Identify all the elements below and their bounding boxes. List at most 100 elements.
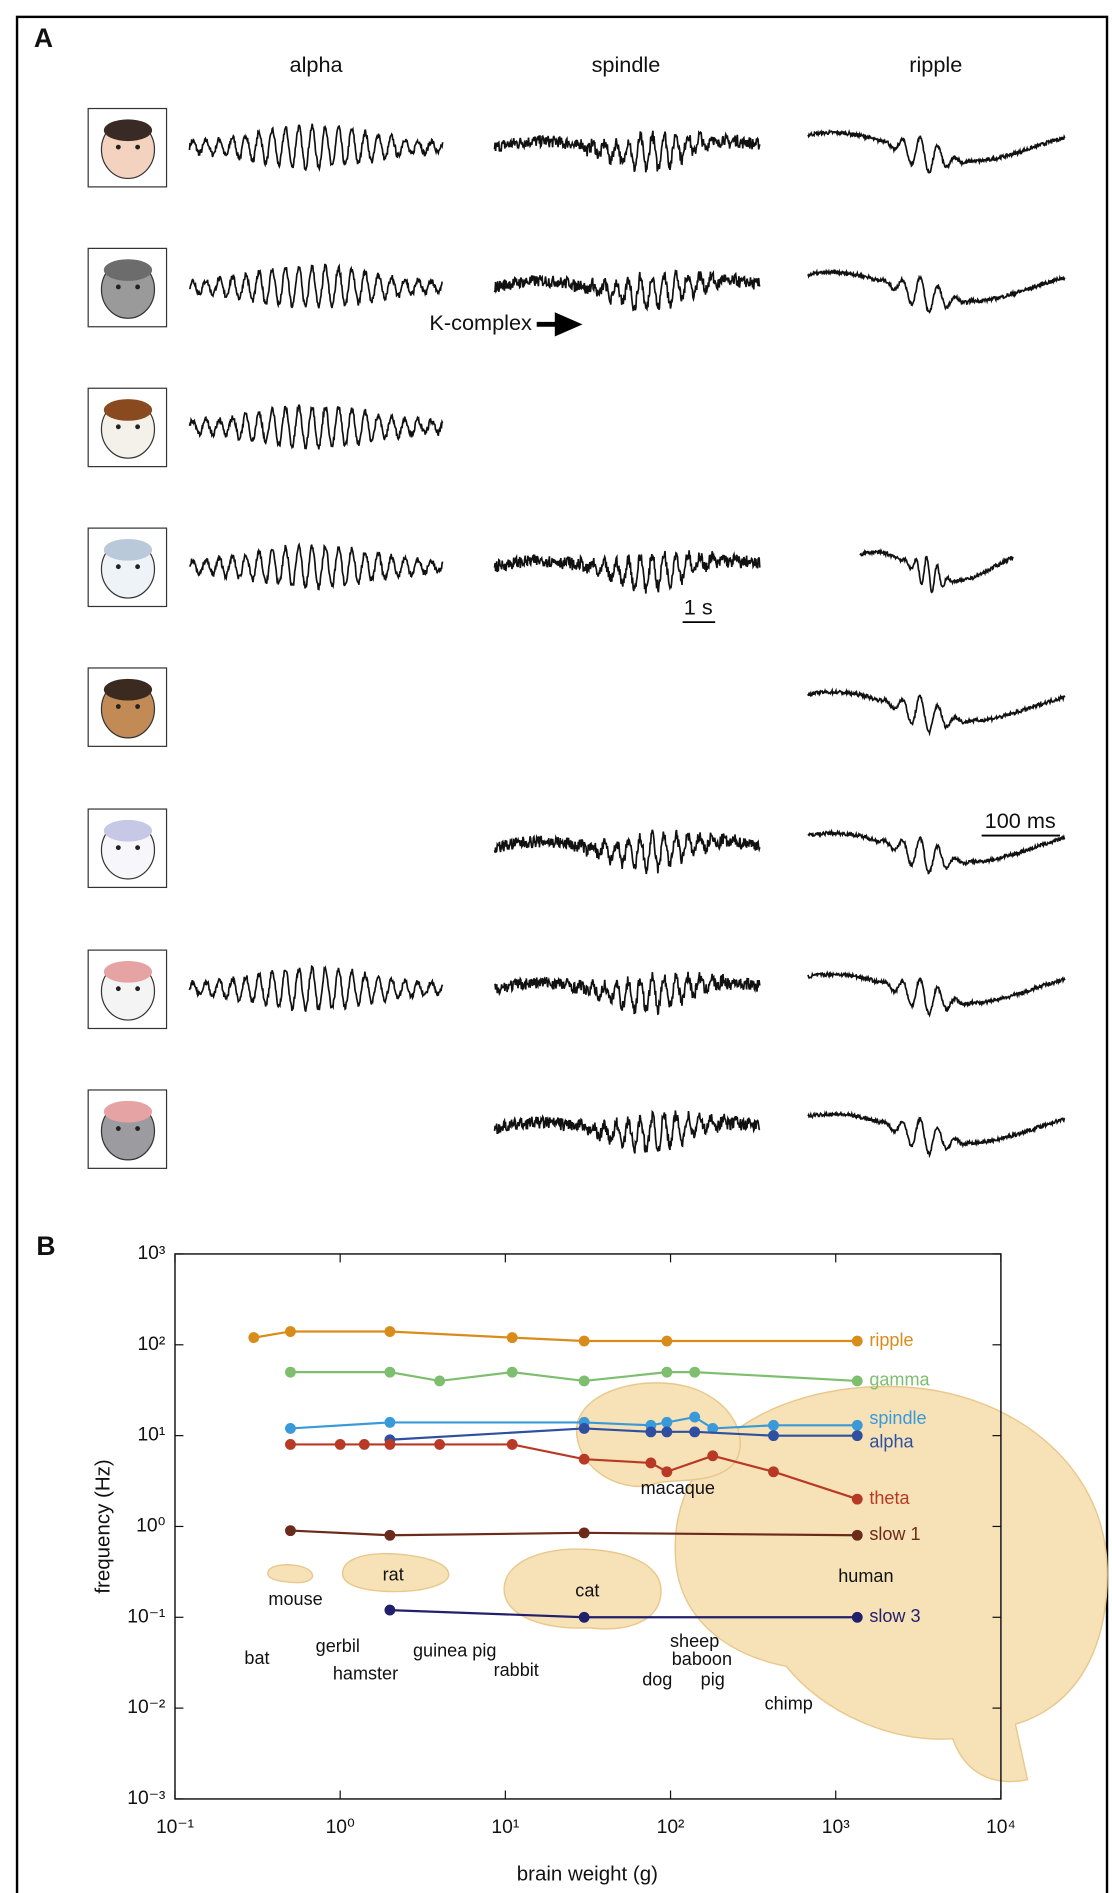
icon-eye xyxy=(135,845,140,850)
eeg-trace xyxy=(495,270,760,310)
data-point xyxy=(579,1336,590,1347)
eeg-trace xyxy=(495,131,760,172)
data-point xyxy=(852,1430,863,1441)
eeg-trace xyxy=(495,550,760,593)
eeg-trace xyxy=(808,690,1065,733)
series-label: slow 1 xyxy=(869,1524,920,1544)
annotation: hamster xyxy=(333,1664,398,1684)
icon-eye xyxy=(116,285,121,290)
figure: A alpha spindle ripple K-complex 1 s 100… xyxy=(0,0,1112,1893)
data-point xyxy=(507,1332,518,1343)
data-point xyxy=(852,1376,863,1387)
icon-eye xyxy=(135,564,140,569)
series-label: spindle xyxy=(869,1408,926,1428)
y-tick-label: 10⁻² xyxy=(127,1697,166,1718)
eeg-trace xyxy=(808,131,1065,173)
icon-detail xyxy=(104,259,152,281)
data-point xyxy=(768,1420,779,1431)
eeg-trace xyxy=(189,966,442,1011)
data-point xyxy=(689,1367,700,1378)
x-tick-label: 10³ xyxy=(822,1817,850,1838)
annotation: cat xyxy=(575,1580,599,1600)
icon-detail xyxy=(104,119,152,141)
scale-bar-label: 1 s xyxy=(684,595,713,620)
data-point xyxy=(645,1426,656,1437)
data-point xyxy=(285,1439,296,1450)
eeg-trace xyxy=(189,265,442,309)
eeg-trace xyxy=(495,1110,760,1153)
annotation: rabbit xyxy=(494,1660,539,1680)
eeg-trace xyxy=(189,545,442,590)
y-tick-label: 10⁰ xyxy=(136,1516,165,1537)
eeg-trace xyxy=(495,830,760,874)
eeg-trace xyxy=(189,405,442,449)
icon-eye xyxy=(135,986,140,991)
column-header: ripple xyxy=(909,52,962,77)
annotation: guinea pig xyxy=(413,1641,496,1661)
data-point xyxy=(384,1417,395,1428)
icon-eye xyxy=(116,145,121,150)
data-point xyxy=(661,1417,672,1428)
brain-macaque xyxy=(576,1383,740,1486)
data-point xyxy=(434,1376,445,1387)
data-point xyxy=(852,1420,863,1431)
annotation: rat xyxy=(383,1565,404,1585)
column-header: spindle xyxy=(592,52,661,77)
icon-eye xyxy=(135,704,140,709)
eeg-traces xyxy=(189,124,1064,1156)
icon-detail xyxy=(104,820,152,842)
data-point xyxy=(285,1326,296,1337)
y-tick-label: 10⁻³ xyxy=(127,1788,166,1809)
icon-eye xyxy=(116,845,121,850)
icon-eye xyxy=(135,1126,140,1131)
data-point xyxy=(579,1612,590,1623)
data-point xyxy=(285,1525,296,1536)
data-point xyxy=(579,1454,590,1465)
data-point xyxy=(661,1426,672,1437)
y-tick-label: 10³ xyxy=(137,1243,165,1264)
series-label: theta xyxy=(869,1488,910,1508)
data-point xyxy=(335,1439,346,1450)
icon-eye xyxy=(135,424,140,429)
data-point xyxy=(852,1336,863,1347)
icon-eye xyxy=(116,424,121,429)
x-tick-label: 10⁰ xyxy=(326,1817,355,1838)
eeg-trace xyxy=(808,1113,1065,1156)
icon-eye xyxy=(116,1126,121,1131)
y-tick-label: 10¹ xyxy=(137,1425,165,1446)
annotation: dog xyxy=(642,1670,672,1690)
arrow xyxy=(537,316,577,333)
series-label: slow 3 xyxy=(869,1606,920,1626)
icon-eye xyxy=(135,285,140,290)
data-point xyxy=(852,1612,863,1623)
brain-mouse xyxy=(268,1565,313,1583)
series-line xyxy=(254,1331,857,1341)
series-line xyxy=(290,1372,857,1381)
data-point xyxy=(434,1439,445,1450)
eeg-trace xyxy=(808,831,1065,874)
data-point xyxy=(852,1494,863,1505)
annotation: baboon xyxy=(672,1649,732,1669)
annotation: gerbil xyxy=(316,1636,360,1656)
data-point xyxy=(689,1426,700,1437)
eeg-trace xyxy=(860,551,1013,593)
data-point xyxy=(359,1439,370,1450)
data-point xyxy=(507,1367,518,1378)
data-point xyxy=(285,1423,296,1434)
data-point xyxy=(384,1605,395,1616)
series-label: ripple xyxy=(869,1330,913,1350)
icon-detail xyxy=(104,1101,152,1123)
data-point xyxy=(768,1466,779,1477)
data-point xyxy=(507,1439,518,1450)
data-point xyxy=(852,1530,863,1541)
annotation: mouse xyxy=(268,1589,322,1609)
x-axis-label: brain weight (g) xyxy=(517,1862,658,1885)
eeg-trace xyxy=(495,972,760,1014)
data-point xyxy=(579,1527,590,1538)
x-tick-label: 10⁻¹ xyxy=(156,1817,194,1838)
data-point xyxy=(384,1367,395,1378)
column-header: alpha xyxy=(290,52,344,77)
series-label: alpha xyxy=(869,1432,914,1452)
annotation: human xyxy=(838,1566,893,1586)
x-tick-label: 10¹ xyxy=(491,1817,519,1838)
